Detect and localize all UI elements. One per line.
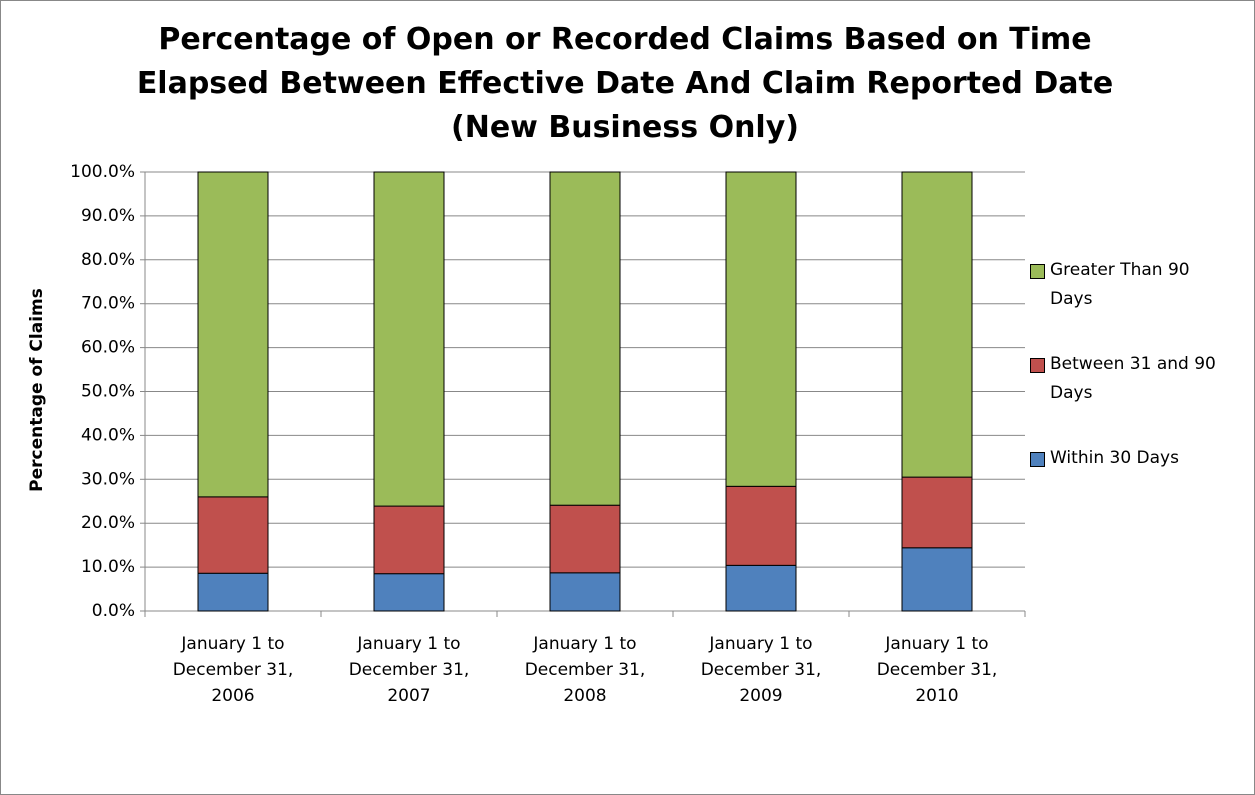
x-tick-label: January 1 to December 31, 2008 <box>524 634 646 706</box>
y-tick-label: 0.0% <box>92 601 135 621</box>
y-tick-label: 40.0% <box>81 425 135 445</box>
bar-segment <box>725 485 797 566</box>
bar-segment <box>725 171 797 487</box>
legend-label: Within 30 Days <box>1050 448 1179 468</box>
bar-segment <box>373 573 445 612</box>
y-tick-label: 100.0% <box>70 162 135 182</box>
y-tick-label: 80.0% <box>81 250 135 270</box>
bar-segment <box>197 496 269 574</box>
bar-segment <box>901 171 973 478</box>
legend: Greater Than 90 Days Between 31 and 90 Da… <box>1028 256 1248 509</box>
y-tick-label: 10.0% <box>81 557 135 577</box>
bar-segment <box>549 572 621 612</box>
y-tick-label: 50.0% <box>81 382 135 402</box>
bar-segment <box>197 572 269 612</box>
legend-swatch <box>1030 264 1045 279</box>
x-tick-label: January 1 to December 31, 2007 <box>348 634 470 706</box>
x-tick-label: January 1 to December 31, 2009 <box>700 634 822 706</box>
y-tick-label: 60.0% <box>81 338 135 358</box>
bar-segment <box>373 505 445 575</box>
legend-label: Between 31 and 90 Days <box>1050 354 1216 403</box>
y-tick-label: 70.0% <box>81 294 135 314</box>
bar-segment <box>901 476 973 549</box>
bar-segment <box>549 171 621 506</box>
bar-segment <box>373 171 445 507</box>
bar-segment <box>549 504 621 574</box>
x-tick-label: January 1 to December 31, 2010 <box>876 634 998 706</box>
x-tick-label: January 1 to December 31, 2006 <box>172 634 294 706</box>
y-tick-label: 20.0% <box>81 513 135 533</box>
legend-entry: Greater Than 90 Days <box>1028 256 1248 314</box>
y-tick-label: 30.0% <box>81 469 135 489</box>
legend-entry: Within 30 Days <box>1028 444 1248 473</box>
legend-swatch <box>1030 452 1045 467</box>
y-tick-label: 90.0% <box>81 206 135 226</box>
chart-title: Percentage of Open or Recorded Claims Ba… <box>136 22 1114 145</box>
legend-entry: Between 31 and 90 Days <box>1028 350 1248 408</box>
bar-segment <box>901 547 973 612</box>
bar-segment <box>725 564 797 612</box>
legend-label: Greater Than 90 Days <box>1050 260 1190 309</box>
bar-segment <box>197 171 269 498</box>
legend-swatch <box>1030 358 1045 373</box>
